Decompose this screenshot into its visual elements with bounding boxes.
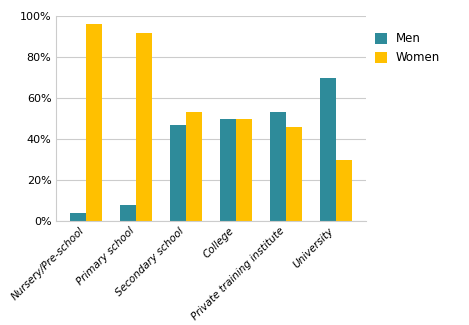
Bar — [86, 24, 102, 221]
Bar — [136, 32, 152, 221]
Bar — [270, 112, 286, 221]
Bar — [220, 119, 236, 221]
Bar — [70, 213, 86, 221]
Bar — [120, 205, 136, 221]
Bar — [336, 160, 352, 221]
Legend: Men, Women: Men, Women — [375, 32, 440, 64]
Bar — [170, 125, 186, 221]
Bar — [286, 127, 302, 221]
Bar — [320, 78, 336, 221]
Bar — [236, 119, 252, 221]
Bar — [186, 112, 202, 221]
